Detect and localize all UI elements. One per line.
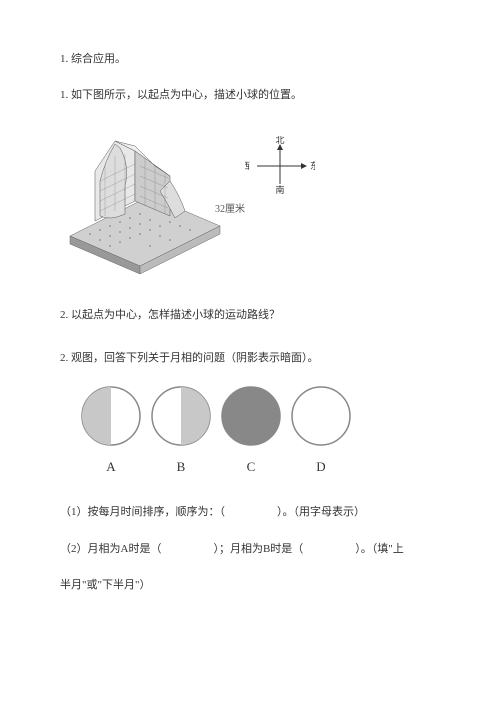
building-diagram — [60, 126, 230, 276]
label-c: C — [220, 455, 282, 478]
blank-1 — [225, 503, 277, 523]
blank-2 — [161, 540, 213, 560]
svg-text:东: 东 — [310, 160, 315, 171]
moon-a — [80, 385, 142, 447]
question-1-1: 1. 如下图所示，以起点为中心，描述小球的位置。 — [60, 86, 440, 106]
question-2-2: （2）月相为A时是（ ）；月相为B时是（ ）。（填"上 — [60, 540, 440, 560]
figure-1: 32厘米 北 南 东 西 — [60, 126, 440, 276]
scale-label: 32厘米 — [215, 201, 245, 219]
question-2-2-line2: 半月"或"下半月"） — [60, 576, 440, 596]
q2-2-suffix: ）。（填"上 — [355, 543, 404, 555]
question-2-1: （1）按每月时间排序，顺序为：（ ）。（用字母表示） — [60, 503, 440, 523]
section1-title: 1. 综合应用。 — [60, 50, 440, 70]
q2-2-mid: ）；月相为B时是（ — [213, 543, 303, 555]
svg-text:北: 北 — [275, 136, 284, 145]
compass-icon: 北 南 东 西 — [245, 136, 315, 196]
moon-c — [220, 385, 282, 447]
svg-text:南: 南 — [275, 184, 284, 195]
svg-text:西: 西 — [245, 161, 250, 171]
moon-phases-row — [80, 385, 440, 447]
q2-2-prefix: （2）月相为A时是（ — [60, 543, 161, 555]
q2-1-suffix: ）。（用字母表示） — [277, 506, 365, 518]
section2-title: 2. 观图，回答下列关于月相的问题（阴影表示暗面）。 — [60, 349, 440, 369]
moon-labels-row: A B C D — [80, 455, 440, 478]
moon-b — [150, 385, 212, 447]
label-b: B — [150, 455, 212, 478]
label-a: A — [80, 455, 142, 478]
q2-1-prefix: （1）按每月时间排序，顺序为：（ — [60, 506, 225, 518]
question-1-2: 2. 以起点为中心，怎样描述小球的运动路线？ — [60, 306, 440, 326]
moon-d — [290, 385, 352, 447]
blank-3 — [303, 540, 355, 560]
label-d: D — [290, 455, 352, 478]
